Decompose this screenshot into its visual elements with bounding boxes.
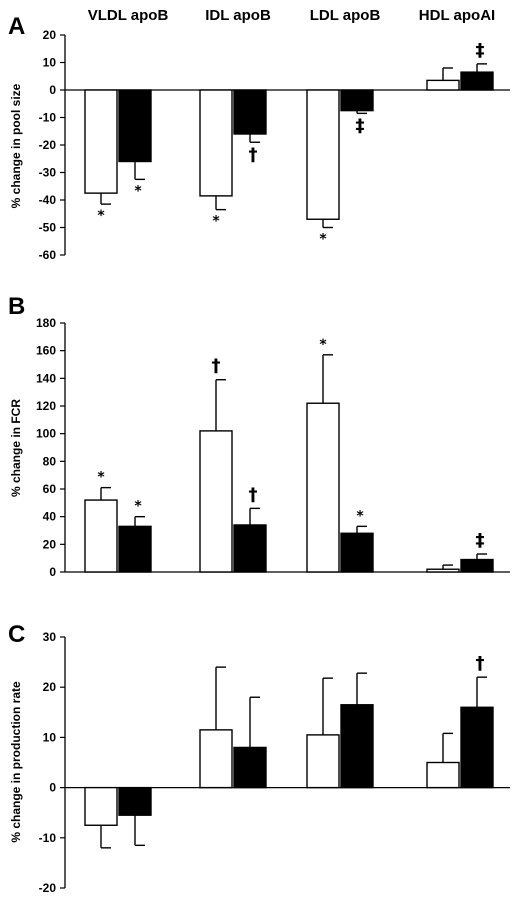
significance-mark: * — [97, 208, 105, 224]
y-axis-label-b: % change in FCR — [9, 399, 23, 497]
y-axis-label-a: % change in pool size — [9, 83, 23, 208]
bar — [426, 79, 460, 91]
y-tick-label: 80 — [43, 454, 57, 468]
y-tick-label: -20 — [39, 138, 57, 152]
significance-mark: * — [356, 508, 364, 524]
significance-mark: * — [97, 470, 105, 486]
bar — [233, 89, 267, 135]
y-axis-label-c: % change in production rate — [9, 681, 23, 843]
bar — [118, 525, 152, 573]
significance-mark: ‡ — [356, 115, 365, 136]
category-label-3: HDL apoAI — [419, 7, 495, 24]
y-tick-label: 20 — [43, 537, 57, 551]
bar — [199, 430, 233, 573]
bar — [460, 71, 494, 91]
bar — [306, 734, 340, 789]
y-tick-label: 60 — [43, 482, 57, 496]
bar — [426, 761, 460, 789]
bar — [118, 89, 152, 163]
significance-mark: † — [476, 653, 485, 674]
bar — [306, 402, 340, 573]
significance-mark: * — [319, 337, 327, 353]
significance-mark: † — [249, 144, 258, 165]
significance-mark: ‡ — [476, 530, 485, 551]
significance-mark: ‡ — [476, 40, 485, 61]
bar — [199, 89, 233, 197]
y-tick-label: 140 — [36, 371, 56, 385]
significance-mark: † — [212, 356, 221, 377]
category-label-0: VLDL apoB — [88, 7, 169, 24]
significance-mark: * — [134, 499, 142, 515]
bar — [84, 786, 118, 826]
bar — [460, 558, 494, 573]
y-tick-label: 10 — [43, 730, 57, 744]
y-tick-label: 180 — [36, 316, 56, 330]
bar — [233, 746, 267, 789]
bar — [340, 532, 374, 573]
y-tick-label: -30 — [39, 166, 57, 180]
y-tick-label: 120 — [36, 399, 56, 413]
panel-b-fcr: 180 160 140 120 100 80 60 40 20 0 * † * * † * ‡ — [36, 316, 510, 579]
significance-mark: * — [319, 232, 327, 248]
category-label-1: IDL apoB — [205, 7, 271, 24]
bar — [199, 729, 233, 789]
bar — [426, 568, 460, 573]
y-tick-label: -60 — [39, 248, 57, 262]
y-tick-label: 0 — [49, 565, 56, 579]
y-tick-label: 0 — [49, 83, 56, 97]
significance-mark: † — [249, 484, 258, 505]
y-tick-label: 160 — [36, 344, 56, 358]
panel-letter-c: C — [8, 621, 25, 648]
bar — [460, 706, 494, 789]
bar — [84, 89, 118, 194]
bar — [306, 89, 340, 220]
bar — [340, 89, 374, 112]
category-label-2: LDL apoB — [310, 7, 381, 24]
y-tick-label: 20 — [43, 28, 57, 42]
bar — [233, 524, 267, 573]
y-tick-label: -10 — [39, 831, 57, 845]
y-tick-label: 20 — [43, 680, 57, 694]
y-tick-label: 40 — [43, 510, 57, 524]
bar — [340, 704, 374, 789]
y-tick-label: 100 — [36, 427, 56, 441]
y-tick-label: -40 — [39, 193, 57, 207]
significance-mark: * — [134, 183, 142, 199]
y-tick-label: -10 — [39, 111, 57, 125]
y-tick-label: 10 — [43, 56, 57, 70]
panel-c-production-rate: 30 20 10 0 -10 -20 † — [39, 630, 510, 895]
y-tick-label: -50 — [39, 221, 57, 235]
panel-letter-b: B — [8, 293, 25, 320]
significance-mark: * — [212, 214, 220, 230]
y-tick-label: 0 — [49, 781, 56, 795]
y-tick-label: 30 — [43, 630, 57, 644]
y-tick-label: -20 — [39, 881, 57, 895]
panel-a-pool-size: 20 10 0 -10 -20 -30 -40 -50 -60 * * * * † ‡ ‡ — [39, 28, 510, 262]
panel-letter-a: A — [8, 13, 25, 40]
bar — [84, 499, 118, 573]
category-header: VLDL apoB IDL apoB LDL apoB HDL apoAI — [88, 7, 495, 24]
bar — [118, 786, 152, 816]
